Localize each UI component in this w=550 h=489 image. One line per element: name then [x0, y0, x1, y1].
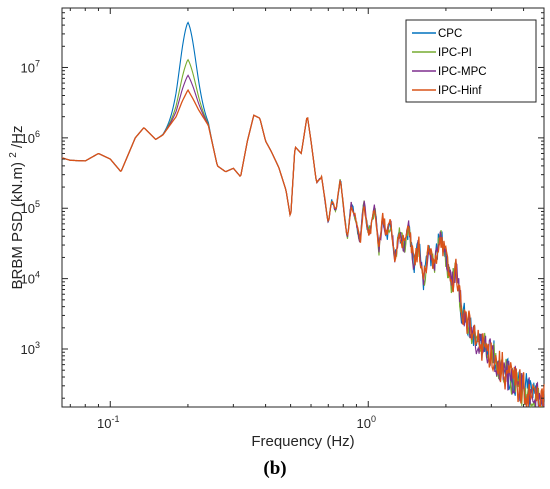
legend-label: IPC-MPC [438, 66, 487, 78]
series-layer [61, 21, 545, 409]
legend-label: IPC-Hinf [438, 85, 482, 97]
y-tick-label: 105 [21, 199, 40, 216]
ticks-layer: 10-1 100 103 104 105 106 107 [21, 7, 544, 431]
y-axis-label-main: BRBM PSD (kN.m) [9, 162, 26, 290]
y-tick-label: 107 [21, 58, 40, 75]
x-tick-label: 10-1 [97, 414, 119, 431]
y-tick-label: 103 [21, 340, 40, 357]
y-axis-label: BRBM PSD (kN.m) 2 /Hz [3, 126, 26, 290]
legend-label: IPC-PI [438, 47, 472, 59]
legend: CPC IPC-PI IPC-MPC IPC-Hinf [405, 19, 537, 103]
y-tick-label: 106 [21, 129, 40, 146]
y-axis-label-superscript: 2 [8, 152, 19, 158]
x-axis-label: Frequency (Hz) [251, 433, 354, 450]
legend-label: CPC [438, 28, 462, 40]
y-axis-label-tail: /Hz [9, 126, 26, 149]
y-tick-label: 104 [21, 270, 40, 287]
panel-label: (b) [263, 458, 287, 479]
series-line-ipc-hinf [61, 88, 545, 408]
x-tick-label: 100 [357, 414, 376, 431]
